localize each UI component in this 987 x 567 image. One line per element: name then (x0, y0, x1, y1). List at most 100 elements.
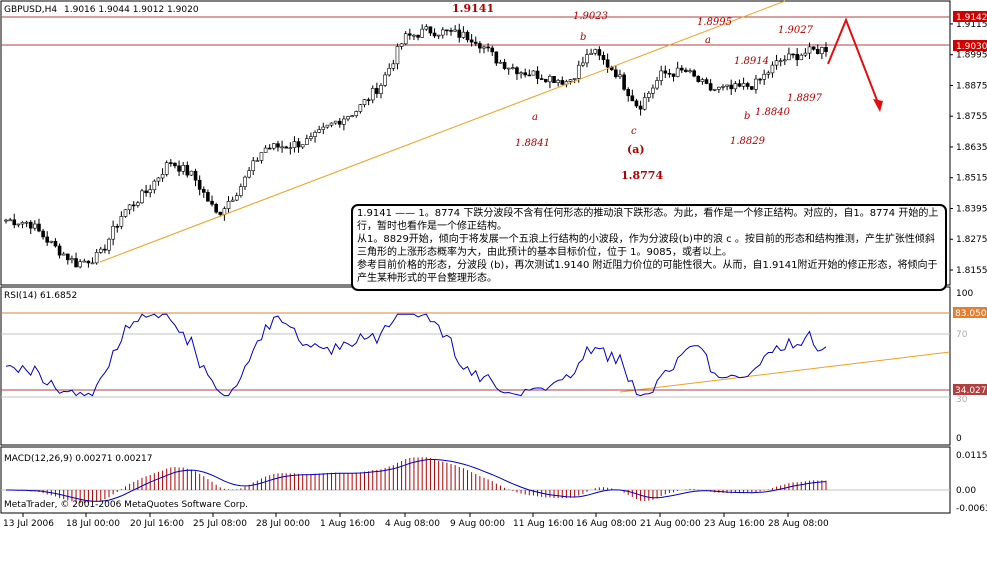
candle-body (329, 122, 334, 126)
candle-body (193, 170, 198, 181)
candle-body (717, 86, 721, 90)
price-axis-label-2: 1.8875 (956, 81, 987, 91)
annotation-label-a1: a (532, 112, 538, 123)
candle-body (103, 248, 107, 251)
rsi-pane (0, 286, 951, 446)
candle-body (795, 53, 799, 61)
projection-arrow (827, 17, 881, 109)
price-axis-label-7: 1.8275 (956, 235, 987, 245)
candle-body (41, 230, 45, 238)
annotation-low: 1.8774 (621, 169, 663, 182)
annotation-1-9023: 1.9023 (573, 11, 608, 22)
candle-body (634, 100, 639, 107)
candle-body (197, 179, 202, 190)
candle-body (585, 54, 589, 64)
candle-body (498, 61, 503, 64)
candle-body (445, 29, 449, 32)
candle-body (16, 223, 21, 226)
candle-body (185, 165, 190, 176)
candle-body (247, 170, 251, 178)
candle-body (189, 170, 194, 176)
candle-body (342, 118, 346, 125)
candle-body (704, 79, 709, 84)
candle-body (160, 174, 165, 179)
candle-body (86, 260, 91, 264)
price-axis-label-1: 1.8995 (956, 51, 987, 61)
time-axis-label-7: 9 Aug 00:00 (450, 519, 505, 529)
candle-body (424, 26, 429, 30)
candle-body (61, 253, 66, 256)
candle-body (502, 61, 507, 69)
candle-body (8, 219, 12, 222)
price-axis-label-8: 1.8155 (956, 266, 987, 276)
candle-body (49, 240, 54, 243)
rsi-axis-30: 30 (956, 395, 968, 405)
candle-body (263, 147, 268, 153)
candle-body (774, 60, 779, 66)
candle-body (741, 83, 746, 87)
candle-body (399, 43, 404, 47)
candle-body (136, 202, 140, 206)
candle-body (255, 160, 260, 162)
candle-body (465, 31, 470, 41)
analysis-note: 1.9141 —— 1。8774 下跌分波段不含有任何形态的推动浪下跌形态。为此… (351, 204, 947, 291)
candle-body (440, 29, 445, 36)
candle-body (815, 49, 820, 54)
candle-body (28, 221, 33, 229)
price-axis-label-4: 1.8635 (956, 143, 987, 153)
candle-body (576, 64, 581, 79)
candle-body (486, 46, 490, 49)
candle-body (251, 160, 256, 171)
trend-line-rsi (619, 351, 951, 393)
candle-body (725, 84, 729, 87)
candle-body (663, 70, 668, 74)
candle-body (358, 104, 363, 112)
projection-arrowhead (873, 99, 883, 112)
resistance-price-tag (953, 11, 987, 22)
candle-body (605, 59, 610, 68)
candle-body (469, 39, 474, 43)
candle-body (622, 74, 626, 90)
candle-body (494, 51, 499, 64)
time-axis-label-9: 16 Aug 08:00 (576, 519, 637, 529)
candle-body (156, 177, 161, 182)
candle-body (53, 240, 58, 247)
candle-body (787, 53, 791, 61)
candle-body (309, 136, 313, 139)
annotation-high: 1.9141 (452, 2, 494, 15)
candle-body (700, 79, 705, 82)
candle-body (667, 72, 672, 75)
candle-body (181, 165, 185, 172)
candle-body (119, 216, 124, 227)
rsi-low-tag (953, 384, 987, 395)
rsi-line (5, 313, 827, 397)
candle-body (144, 190, 148, 194)
time-axis-label-0: 13 Jul 2006 (3, 519, 54, 529)
annotation-1-8995: 1.8995 (697, 17, 732, 28)
annotation-label-b2: b (744, 111, 750, 122)
candle-body (766, 72, 771, 75)
candle-body (226, 201, 231, 209)
candle-body (33, 223, 37, 229)
candle-body (824, 47, 828, 52)
annotation-1-8840: 1.8840 (755, 107, 791, 118)
candle-body (379, 85, 383, 94)
candle-body (733, 83, 738, 90)
candle-body (152, 180, 157, 191)
candle-body (391, 63, 396, 69)
annotation-1-9027: 1.9027 (778, 25, 814, 36)
candle-body (259, 152, 264, 161)
rsi-axis-100: 100 (956, 289, 973, 299)
candle-body (737, 83, 742, 87)
candle-body (642, 97, 647, 110)
candle-body (300, 144, 305, 148)
candle-body (531, 70, 536, 76)
candle-body (432, 32, 437, 37)
candle-body (317, 129, 321, 133)
candle-body (20, 222, 25, 225)
candle-body (457, 29, 462, 38)
candle-body (272, 143, 276, 149)
macd-signal-line (6, 459, 827, 502)
time-axis: 13 Jul 2006 18 Jul 00:00 20 Jul 16:00 25 Ju… (3, 513, 829, 529)
